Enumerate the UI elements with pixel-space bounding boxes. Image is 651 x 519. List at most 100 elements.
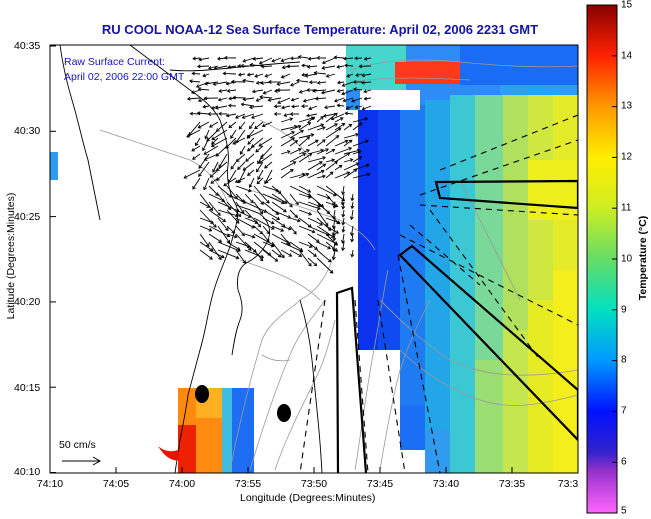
current-vector-head: [306, 136, 311, 140]
current-vector: [352, 156, 362, 163]
current-vector-head: [352, 80, 357, 84]
current-vector-head: [287, 226, 292, 231]
depth-contour: [379, 299, 431, 471]
current-vector-head: [227, 65, 231, 70]
current-vector: [188, 121, 201, 136]
current-vector-head: [248, 184, 253, 188]
current-vector: [337, 89, 345, 92]
current-vector: [235, 177, 246, 183]
dashed-lines: [299, 114, 578, 473]
current-vector: [259, 96, 273, 99]
current-vector: [325, 127, 342, 139]
current-vector: [312, 89, 327, 92]
current-vector: [242, 79, 255, 83]
current-vector: [289, 241, 303, 251]
current-vector: [209, 169, 219, 178]
current-vector-head: [313, 262, 318, 267]
current-vector-head: [228, 124, 233, 129]
current-vector: [289, 153, 306, 163]
current-vector: [253, 193, 264, 205]
current-vector-head: [324, 222, 329, 227]
current-vector: [298, 209, 312, 216]
current-vector: [204, 81, 219, 85]
current-vector: [228, 105, 237, 107]
current-vector-head: [273, 104, 278, 109]
current-vector: [325, 193, 336, 205]
current-vector-head: [207, 112, 212, 117]
current-vector: [325, 217, 341, 224]
current-vector-head: [342, 56, 347, 61]
current-vector-head: [247, 188, 252, 193]
current-vector-head: [334, 98, 338, 103]
current-vector-head: [302, 152, 307, 157]
current-vector-head: [299, 247, 304, 252]
current-vector: [199, 241, 214, 252]
current-vector-head: [336, 64, 341, 69]
current-vector-head: [350, 197, 355, 202]
current-vector: [296, 79, 309, 83]
sst-cell: [425, 430, 450, 473]
current-vector-head: [218, 239, 223, 243]
current-vector-head: [210, 143, 215, 148]
sst-gap: [360, 90, 420, 110]
current-vector-head: [237, 64, 241, 68]
current-vector: [208, 201, 221, 216]
current-vector: [280, 161, 296, 171]
current-vector: [256, 161, 264, 173]
current-vector: [235, 185, 252, 192]
current-vector: [316, 225, 335, 238]
current-vector-head: [246, 147, 251, 152]
current-vector-head: [280, 58, 285, 63]
current-vector-head: [283, 113, 288, 117]
current-vector: [203, 177, 210, 190]
current-vector: [346, 73, 354, 78]
x-axis-label: Longitude (Degrees:Minutes): [240, 492, 376, 504]
current-vector: [244, 193, 254, 204]
current-vector: [314, 72, 327, 75]
current-vector: [307, 161, 323, 171]
current-vector: [235, 113, 246, 119]
y-tick-label: 40:25: [14, 211, 41, 223]
current-vector: [271, 209, 291, 219]
current-vector: [323, 113, 336, 117]
current-vector-head: [336, 88, 341, 93]
current-vector: [325, 225, 339, 234]
current-vector-head: [348, 123, 353, 128]
current-vector: [307, 201, 321, 207]
current-vector: [199, 201, 210, 208]
current-vector-head: [196, 64, 201, 69]
current-vector: [244, 249, 264, 258]
current-vector: [334, 171, 350, 179]
current-vector: [258, 153, 273, 164]
bathymetry-contours: [99, 59, 578, 471]
current-vector: [230, 161, 237, 170]
current-vector: [280, 225, 292, 230]
current-vector-head: [296, 218, 301, 223]
current-vector-head: [355, 73, 360, 77]
current-vector: [362, 105, 372, 110]
current-vector-head: [301, 63, 305, 68]
current-vector: [216, 169, 228, 181]
current-vector-head: [334, 242, 338, 246]
current-vector: [280, 169, 294, 179]
current-vector: [280, 193, 293, 208]
current-vector-head: [192, 56, 196, 61]
current-vector-head: [202, 104, 206, 109]
current-vector: [271, 233, 290, 244]
current-vector: [208, 193, 225, 202]
current-vector-head: [241, 232, 245, 237]
station-marker: [277, 404, 291, 422]
current-vector: [236, 153, 246, 162]
current-vector: [228, 169, 237, 183]
current-vector-head: [297, 54, 302, 59]
current-vector: [325, 149, 335, 155]
x-tick-label: 73:50: [300, 478, 328, 490]
current-vector: [277, 97, 291, 104]
current-vector: [247, 129, 264, 139]
sst-cell: [450, 95, 475, 473]
current-vector-head: [308, 106, 312, 111]
current-vector-head: [307, 56, 312, 61]
current-vector-head: [332, 237, 337, 242]
current-vector-head: [345, 106, 350, 110]
legend-line-1: Raw Surface Current:: [64, 56, 165, 68]
